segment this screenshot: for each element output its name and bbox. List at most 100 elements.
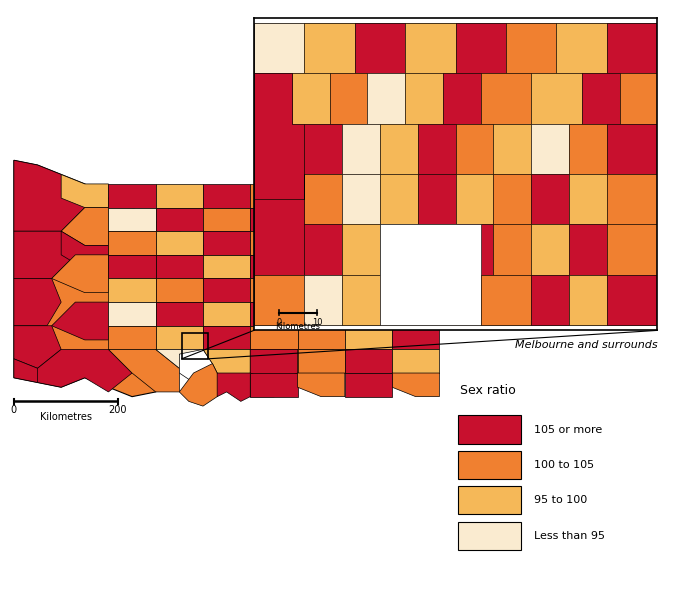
Polygon shape bbox=[108, 208, 156, 231]
Polygon shape bbox=[345, 302, 392, 326]
Polygon shape bbox=[254, 23, 304, 73]
Polygon shape bbox=[298, 373, 345, 396]
Polygon shape bbox=[250, 255, 298, 278]
Polygon shape bbox=[355, 23, 405, 73]
Polygon shape bbox=[298, 184, 345, 208]
Polygon shape bbox=[298, 231, 345, 255]
Bar bbox=[458, 486, 521, 514]
Polygon shape bbox=[494, 224, 531, 275]
Polygon shape bbox=[392, 231, 439, 255]
Polygon shape bbox=[298, 255, 345, 278]
Polygon shape bbox=[607, 174, 658, 224]
Polygon shape bbox=[254, 73, 292, 124]
Polygon shape bbox=[456, 23, 506, 73]
Polygon shape bbox=[607, 224, 658, 275]
Polygon shape bbox=[607, 275, 658, 325]
Polygon shape bbox=[61, 175, 108, 208]
Polygon shape bbox=[203, 326, 250, 349]
Polygon shape bbox=[156, 278, 203, 302]
Polygon shape bbox=[569, 224, 607, 275]
Polygon shape bbox=[156, 302, 203, 326]
Polygon shape bbox=[619, 73, 658, 124]
Polygon shape bbox=[345, 278, 392, 302]
Polygon shape bbox=[180, 349, 217, 387]
Polygon shape bbox=[14, 359, 52, 382]
Text: Melbourne and surrounds: Melbourne and surrounds bbox=[515, 340, 658, 350]
Text: 95 to 100: 95 to 100 bbox=[534, 496, 588, 505]
Polygon shape bbox=[203, 302, 250, 326]
Polygon shape bbox=[304, 124, 342, 174]
Polygon shape bbox=[14, 326, 61, 368]
Polygon shape bbox=[380, 124, 418, 174]
Polygon shape bbox=[456, 224, 494, 275]
Text: 0: 0 bbox=[277, 318, 282, 327]
Bar bbox=[182, 333, 207, 359]
Polygon shape bbox=[304, 224, 342, 275]
Polygon shape bbox=[250, 231, 298, 255]
Polygon shape bbox=[14, 231, 75, 278]
Polygon shape bbox=[203, 349, 250, 382]
Text: Less than 95: Less than 95 bbox=[534, 531, 605, 540]
Polygon shape bbox=[556, 23, 607, 73]
Polygon shape bbox=[14, 278, 61, 326]
Text: Kilometres: Kilometres bbox=[40, 412, 92, 422]
Polygon shape bbox=[250, 373, 298, 396]
Polygon shape bbox=[254, 73, 304, 199]
Polygon shape bbox=[380, 174, 418, 224]
Polygon shape bbox=[14, 160, 439, 396]
Polygon shape bbox=[108, 231, 156, 255]
Polygon shape bbox=[156, 349, 203, 373]
Polygon shape bbox=[392, 184, 439, 208]
Polygon shape bbox=[405, 73, 443, 124]
Polygon shape bbox=[531, 275, 569, 325]
Polygon shape bbox=[203, 184, 250, 208]
Polygon shape bbox=[506, 23, 556, 73]
Polygon shape bbox=[250, 278, 298, 302]
Polygon shape bbox=[203, 231, 250, 255]
Polygon shape bbox=[345, 373, 392, 396]
Polygon shape bbox=[108, 302, 156, 326]
Polygon shape bbox=[345, 326, 392, 349]
Text: 100 to 105: 100 to 105 bbox=[534, 460, 594, 470]
Polygon shape bbox=[108, 326, 156, 349]
Polygon shape bbox=[494, 174, 531, 224]
Polygon shape bbox=[345, 255, 392, 278]
Polygon shape bbox=[345, 208, 392, 231]
Text: Sex ratio: Sex ratio bbox=[460, 384, 515, 396]
Polygon shape bbox=[156, 184, 203, 208]
Polygon shape bbox=[108, 349, 180, 392]
Polygon shape bbox=[298, 208, 345, 231]
Polygon shape bbox=[37, 349, 132, 392]
Polygon shape bbox=[250, 302, 298, 326]
Polygon shape bbox=[108, 278, 156, 302]
Polygon shape bbox=[342, 275, 380, 325]
Polygon shape bbox=[456, 174, 494, 224]
Text: 105 or more: 105 or more bbox=[534, 425, 602, 434]
Polygon shape bbox=[342, 174, 380, 224]
Polygon shape bbox=[254, 275, 304, 325]
Polygon shape bbox=[392, 208, 439, 231]
Polygon shape bbox=[392, 278, 439, 302]
Polygon shape bbox=[304, 275, 342, 325]
Polygon shape bbox=[203, 208, 250, 231]
Polygon shape bbox=[250, 184, 298, 208]
Polygon shape bbox=[304, 174, 342, 224]
Polygon shape bbox=[52, 255, 108, 293]
Polygon shape bbox=[254, 174, 304, 275]
Polygon shape bbox=[531, 73, 581, 124]
Polygon shape bbox=[330, 73, 367, 124]
Polygon shape bbox=[481, 275, 531, 325]
Polygon shape bbox=[345, 231, 392, 255]
Polygon shape bbox=[392, 302, 439, 326]
Polygon shape bbox=[217, 373, 250, 401]
Polygon shape bbox=[531, 224, 569, 275]
Polygon shape bbox=[342, 224, 380, 275]
Text: 200: 200 bbox=[109, 405, 127, 415]
Polygon shape bbox=[342, 124, 380, 174]
Polygon shape bbox=[581, 73, 619, 124]
Polygon shape bbox=[392, 326, 439, 349]
Polygon shape bbox=[531, 124, 569, 174]
Polygon shape bbox=[298, 349, 345, 373]
Polygon shape bbox=[203, 278, 250, 302]
Bar bbox=[458, 451, 521, 479]
